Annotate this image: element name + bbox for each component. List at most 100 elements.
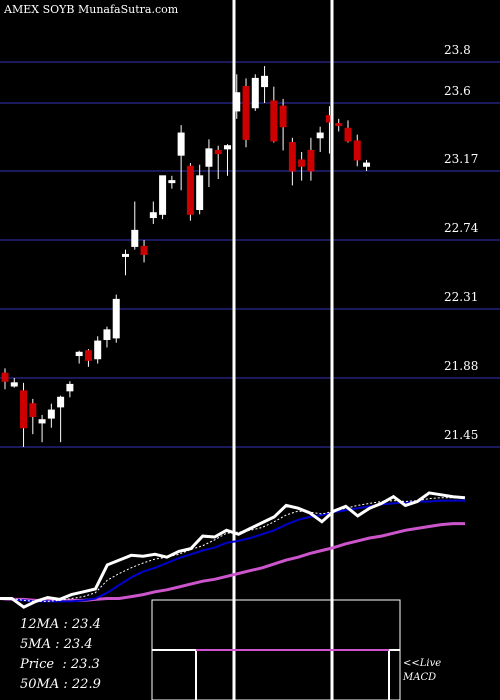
- candle: [353, 134, 361, 167]
- candle-body: [335, 123, 343, 127]
- candle: [214, 145, 222, 180]
- y-tick-label: 21.88: [444, 359, 478, 373]
- candle-body: [159, 175, 167, 215]
- candle: [363, 159, 371, 171]
- macd-line-right: [388, 649, 400, 700]
- candle: [94, 336, 102, 364]
- candle: [196, 164, 204, 215]
- candle-body: [168, 180, 176, 184]
- candle-body: [196, 175, 204, 211]
- candle-body: [242, 86, 250, 140]
- candle-body: [353, 140, 361, 161]
- candle-body: [10, 382, 18, 387]
- candle-body: [344, 127, 352, 142]
- candle-body: [279, 105, 287, 128]
- candle: [38, 414, 46, 443]
- gridlines: [0, 61, 500, 448]
- candle: [75, 350, 83, 364]
- candle: [140, 240, 148, 263]
- info-label: Price: [20, 657, 55, 672]
- candle-body: [140, 245, 148, 255]
- macd-panel: [151, 599, 401, 700]
- candle: [279, 98, 287, 151]
- y-tick-label: 22.31: [444, 290, 478, 304]
- candle-body: [84, 350, 92, 361]
- candle-body: [122, 253, 130, 257]
- y-tick-labels: 23.8 23.6 23.17 22.74 22.31 21.88 21.45: [444, 43, 479, 442]
- candle: [177, 125, 185, 191]
- candle-body: [38, 419, 46, 424]
- candles: [1, 66, 371, 447]
- candle: [20, 382, 28, 447]
- candle-body: [307, 149, 315, 172]
- candle: [270, 86, 278, 143]
- candle: [131, 201, 139, 250]
- chart-title: AMEX SOYB MunafaSutra.com: [4, 3, 178, 16]
- ma-mid-line: [0, 499, 465, 603]
- y-tick-label: 23.8: [444, 43, 471, 57]
- candle: [307, 137, 315, 181]
- candle-body: [47, 409, 55, 419]
- candle: [261, 66, 269, 103]
- candle: [57, 395, 65, 443]
- candle-body: [149, 212, 157, 219]
- candle-body: [112, 298, 120, 339]
- y-tick-label: 23.17: [444, 152, 478, 166]
- candle: [223, 144, 231, 176]
- candle-body: [298, 159, 306, 167]
- candle-body: [1, 372, 9, 382]
- info-value: 23.4: [71, 617, 101, 632]
- candle-body: [75, 351, 83, 357]
- info-5ma: 5MA : 23.4: [20, 637, 93, 652]
- candle-body: [363, 162, 371, 167]
- candle-body: [288, 142, 296, 172]
- candle: [205, 139, 213, 188]
- candle: [122, 249, 130, 276]
- y-tick-label: 23.6: [444, 84, 471, 98]
- candle-body: [177, 132, 185, 156]
- candle: [298, 152, 306, 181]
- macd-line-left: [152, 649, 197, 700]
- candle: [10, 378, 18, 388]
- candle: [159, 175, 167, 220]
- symbol-label: SOYB: [42, 3, 75, 16]
- candle: [288, 137, 296, 186]
- y-tick-label: 21.45: [444, 428, 478, 442]
- candle-body: [131, 229, 139, 247]
- candle: [344, 120, 352, 143]
- candle-body: [223, 145, 231, 150]
- candle: [112, 294, 120, 343]
- candle: [103, 326, 111, 348]
- info-value: 22.9: [71, 677, 101, 692]
- candle-body: [205, 148, 213, 167]
- candle: [335, 118, 343, 132]
- candle: [66, 381, 74, 398]
- marker-lines: [232, 0, 334, 700]
- candle-body: [214, 149, 222, 155]
- info-label: 50MA: [20, 677, 60, 692]
- candle-body: [103, 329, 111, 340]
- candle: [168, 175, 176, 189]
- candle: [29, 398, 37, 435]
- y-tick-label: 22.74: [444, 221, 479, 235]
- candle-body: [66, 383, 74, 392]
- indicator-lines: [0, 491, 466, 609]
- candle: [251, 74, 259, 111]
- info-price: Price : 23.3: [20, 657, 100, 672]
- price-line: [0, 491, 466, 609]
- macd-label: MACD: [403, 672, 437, 683]
- info-50ma: 50MA : 22.9: [20, 677, 101, 692]
- info-label: 12MA: [20, 617, 60, 632]
- candle: [186, 163, 194, 221]
- candle: [47, 403, 55, 428]
- site-label: MunafaSutra.com: [77, 3, 179, 16]
- candle-body: [251, 77, 259, 109]
- candle-body: [186, 165, 194, 215]
- info-label: 5MA: [20, 637, 51, 652]
- exchange-label: AMEX: [4, 3, 40, 16]
- candle-body: [29, 403, 37, 418]
- info-value: 23.3: [70, 657, 100, 672]
- candle-body: [57, 396, 65, 408]
